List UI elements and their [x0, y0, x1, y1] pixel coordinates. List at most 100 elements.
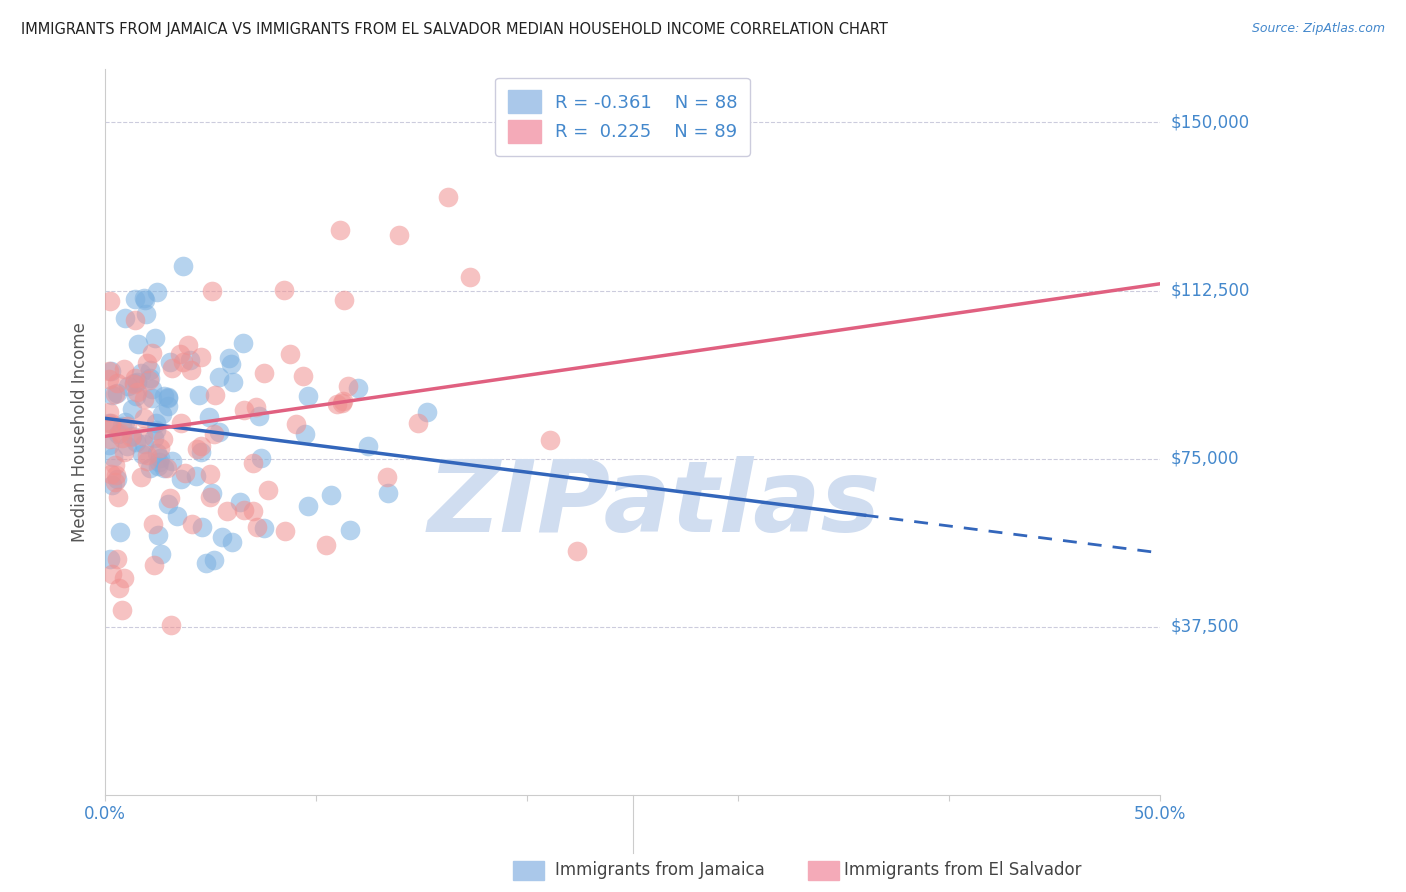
- Point: [156, 391, 179, 405]
- Point: [148, 458, 170, 473]
- Point: [98, 293, 121, 308]
- Point: [98, 405, 121, 419]
- Point: [98, 416, 121, 430]
- Point: [100, 416, 122, 430]
- Point: [121, 401, 143, 416]
- Point: [129, 469, 152, 483]
- Point: [132, 392, 155, 407]
- Point: [326, 396, 349, 410]
- Text: IMMIGRANTS FROM JAMAICA VS IMMIGRANTS FROM EL SALVADOR MEDIAN HOUSEHOLD INCOME C: IMMIGRANTS FROM JAMAICA VS IMMIGRANTS FR…: [21, 22, 889, 37]
- Text: Immigrants from Jamaica: Immigrants from Jamaica: [555, 861, 765, 879]
- Point: [162, 454, 184, 468]
- Point: [253, 521, 276, 535]
- Point: [347, 381, 370, 395]
- Point: [134, 410, 156, 425]
- Point: [112, 362, 135, 376]
- Point: [198, 490, 221, 504]
- Point: [124, 376, 146, 391]
- Point: [143, 558, 166, 572]
- Point: [274, 524, 297, 538]
- Point: [107, 426, 129, 441]
- Text: Source: ZipAtlas.com: Source: ZipAtlas.com: [1251, 22, 1385, 36]
- Point: [388, 228, 411, 243]
- Point: [156, 461, 179, 475]
- Point: [121, 429, 143, 443]
- Point: [170, 472, 193, 486]
- Point: [160, 361, 183, 376]
- Point: [127, 337, 149, 351]
- Text: $150,000: $150,000: [1171, 113, 1250, 131]
- Point: [135, 307, 157, 321]
- Point: [104, 475, 127, 489]
- Point: [198, 467, 221, 482]
- Point: [201, 284, 224, 298]
- Point: [249, 450, 271, 465]
- Point: [218, 351, 240, 366]
- Point: [114, 415, 136, 429]
- Point: [98, 364, 121, 378]
- Point: [170, 416, 193, 430]
- Point: [172, 259, 194, 273]
- Point: [180, 363, 202, 377]
- Point: [100, 467, 122, 482]
- Point: [139, 461, 162, 475]
- Point: [111, 432, 134, 446]
- Point: [107, 582, 129, 596]
- Point: [152, 461, 174, 475]
- Point: [332, 393, 354, 408]
- Point: [208, 425, 231, 439]
- Point: [169, 347, 191, 361]
- Point: [190, 439, 212, 453]
- Point: [131, 447, 153, 461]
- Point: [141, 517, 163, 532]
- Point: [112, 445, 135, 459]
- Point: [215, 504, 238, 518]
- Point: [156, 399, 179, 413]
- Point: [336, 379, 359, 393]
- Point: [146, 528, 169, 542]
- Point: [122, 376, 145, 390]
- Point: [110, 425, 132, 440]
- Point: [136, 356, 159, 370]
- Text: $112,500: $112,500: [1171, 282, 1250, 300]
- Point: [117, 378, 139, 392]
- Point: [242, 504, 264, 518]
- Y-axis label: Median Household Income: Median Household Income: [72, 322, 89, 541]
- Point: [567, 544, 589, 558]
- Point: [142, 431, 165, 445]
- Point: [100, 567, 122, 582]
- Point: [242, 456, 264, 470]
- Text: Immigrants from El Salvador: Immigrants from El Salvador: [844, 861, 1081, 879]
- Point: [208, 369, 231, 384]
- Point: [139, 371, 162, 385]
- Point: [190, 445, 212, 459]
- Point: [538, 433, 561, 447]
- Point: [315, 538, 337, 552]
- Point: [246, 519, 269, 533]
- Point: [201, 485, 224, 500]
- Point: [284, 417, 307, 431]
- Point: [179, 353, 201, 368]
- Point: [125, 375, 148, 389]
- Point: [319, 488, 342, 502]
- Point: [292, 369, 315, 384]
- Point: [125, 435, 148, 450]
- Point: [458, 269, 481, 284]
- Point: [111, 603, 134, 617]
- Point: [100, 364, 122, 378]
- Point: [297, 499, 319, 513]
- Point: [134, 293, 156, 307]
- Point: [202, 553, 225, 567]
- Point: [149, 441, 172, 455]
- Point: [190, 350, 212, 364]
- Point: [221, 535, 243, 549]
- Point: [120, 430, 142, 444]
- Point: [247, 409, 270, 424]
- Point: [172, 355, 194, 369]
- Point: [132, 437, 155, 451]
- Point: [187, 388, 209, 402]
- Point: [138, 374, 160, 388]
- Point: [141, 346, 163, 360]
- Point: [105, 552, 128, 566]
- Point: [114, 311, 136, 326]
